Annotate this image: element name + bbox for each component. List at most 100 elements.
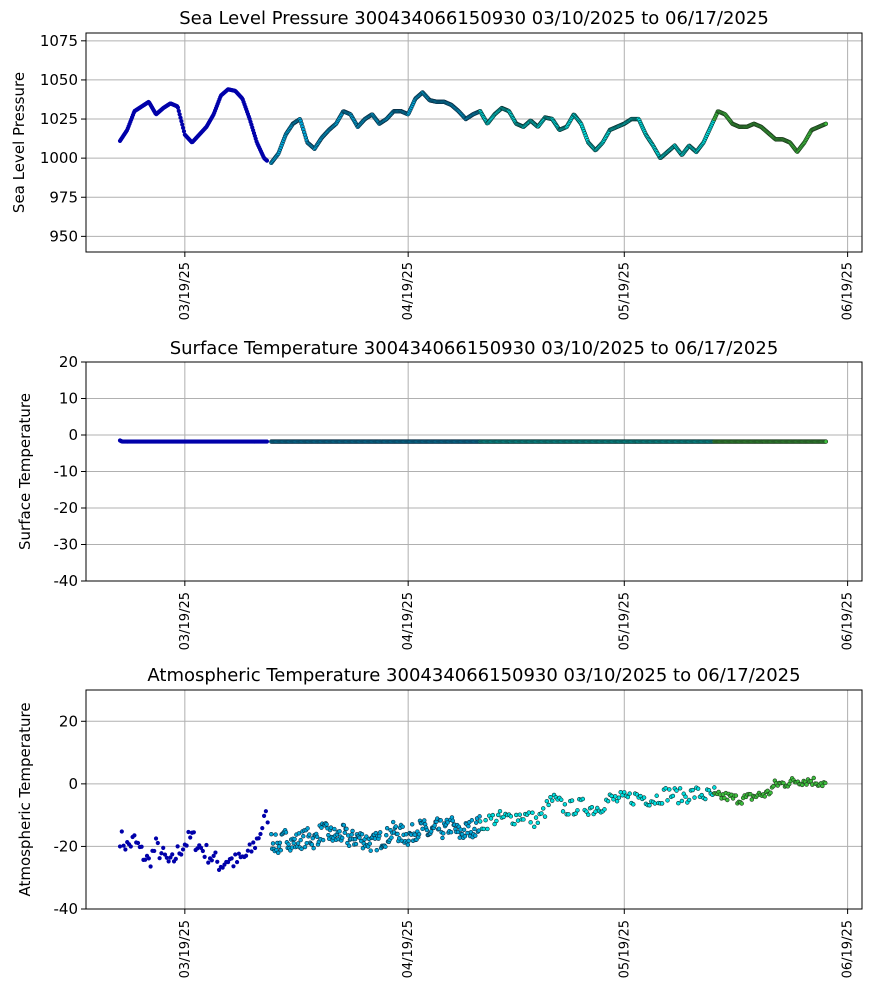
data-point bbox=[532, 824, 537, 830]
data-point bbox=[320, 837, 326, 843]
data-point bbox=[406, 838, 411, 844]
y-tick-label: 1025 bbox=[40, 110, 78, 128]
data-point bbox=[483, 818, 488, 823]
data-point bbox=[490, 812, 496, 818]
data-point bbox=[292, 836, 297, 842]
data-point bbox=[139, 844, 144, 849]
data-point bbox=[647, 803, 652, 808]
data-point bbox=[436, 826, 442, 831]
data-point bbox=[170, 852, 175, 857]
data-point bbox=[670, 793, 676, 799]
data-point bbox=[663, 786, 668, 791]
data-point bbox=[344, 826, 349, 832]
data-point bbox=[220, 865, 225, 870]
data-point bbox=[132, 833, 137, 838]
data-point bbox=[586, 812, 591, 817]
data-point bbox=[236, 851, 241, 856]
data-point bbox=[264, 158, 270, 163]
y-tick-label: 1000 bbox=[40, 149, 78, 167]
data-point bbox=[622, 790, 627, 795]
data-point bbox=[530, 810, 535, 815]
data-point bbox=[654, 793, 659, 798]
data-point bbox=[302, 844, 308, 850]
data-point bbox=[251, 840, 256, 845]
y-tick-label: 0 bbox=[68, 426, 78, 444]
data-point bbox=[352, 836, 358, 842]
data-point bbox=[768, 790, 773, 795]
data-point bbox=[677, 786, 683, 791]
y-tick-label: -20 bbox=[54, 499, 79, 517]
series-segment-1 bbox=[117, 809, 270, 873]
y-tick-label: -30 bbox=[54, 536, 79, 554]
data-point bbox=[319, 825, 324, 830]
data-point bbox=[342, 830, 347, 835]
data-point bbox=[305, 826, 310, 831]
data-point bbox=[159, 851, 164, 856]
data-point bbox=[526, 810, 532, 815]
data-point bbox=[175, 105, 181, 110]
data-point bbox=[589, 804, 595, 810]
series-segment-1 bbox=[117, 87, 270, 163]
data-point bbox=[539, 811, 544, 816]
data-point bbox=[173, 856, 178, 862]
x-tick-label: 04/19/25 bbox=[401, 262, 416, 320]
data-point bbox=[204, 842, 209, 848]
series-segment-4 bbox=[712, 775, 828, 806]
data-point bbox=[409, 822, 415, 827]
series-segment-1 bbox=[117, 438, 270, 444]
x-tick-label: 04/19/25 bbox=[401, 920, 416, 978]
data-point bbox=[186, 829, 191, 835]
data-point bbox=[243, 853, 249, 858]
data-point bbox=[706, 787, 712, 793]
data-point bbox=[273, 832, 278, 837]
data-point bbox=[209, 858, 214, 863]
data-point bbox=[512, 822, 517, 827]
data-point bbox=[252, 845, 258, 851]
data-point bbox=[384, 832, 389, 838]
data-point bbox=[215, 859, 220, 864]
data-point bbox=[466, 824, 471, 829]
x-tick-label: 05/19/25 bbox=[617, 920, 632, 978]
data-point bbox=[258, 831, 263, 837]
data-point bbox=[811, 775, 816, 781]
data-point bbox=[438, 818, 443, 823]
y-tick-label: 950 bbox=[49, 227, 78, 245]
data-point bbox=[123, 847, 128, 852]
x-tick-label: 03/19/25 bbox=[178, 592, 193, 650]
data-point bbox=[686, 797, 692, 803]
data-point bbox=[341, 822, 347, 828]
data-point bbox=[389, 835, 394, 840]
data-point bbox=[265, 820, 270, 825]
data-point bbox=[211, 853, 216, 858]
data-point bbox=[176, 108, 181, 114]
data-point bbox=[121, 843, 126, 848]
data-point bbox=[559, 797, 564, 802]
data-point bbox=[515, 818, 521, 823]
data-point bbox=[383, 844, 388, 849]
x-tick-label: 05/19/25 bbox=[617, 262, 632, 320]
data-point bbox=[367, 841, 373, 846]
data-point bbox=[441, 831, 446, 836]
data-point bbox=[455, 829, 461, 835]
data-point bbox=[614, 799, 620, 804]
data-point bbox=[733, 793, 739, 798]
data-point bbox=[400, 824, 405, 829]
data-point bbox=[469, 818, 475, 823]
data-point bbox=[665, 798, 670, 803]
data-point bbox=[560, 809, 566, 814]
data-point bbox=[233, 852, 238, 857]
atmospheric-temperature-panel: Atmospheric Temperature 300434066150930 … bbox=[16, 665, 863, 978]
data-point bbox=[299, 846, 304, 852]
data-point bbox=[307, 832, 312, 837]
y-tick-label: -10 bbox=[54, 463, 79, 481]
data-point bbox=[462, 834, 468, 839]
data-point bbox=[117, 844, 123, 849]
surface-temperature-panel: Surface Temperature 300434066150930 03/1… bbox=[16, 338, 863, 650]
data-point bbox=[481, 826, 487, 832]
y-tick-label: 1075 bbox=[40, 32, 78, 50]
data-point bbox=[357, 835, 362, 840]
chart-title: Atmospheric Temperature 300434066150930 … bbox=[147, 665, 800, 686]
y-tick-label: -40 bbox=[54, 900, 79, 918]
data-point bbox=[337, 829, 342, 834]
data-point bbox=[494, 818, 499, 824]
